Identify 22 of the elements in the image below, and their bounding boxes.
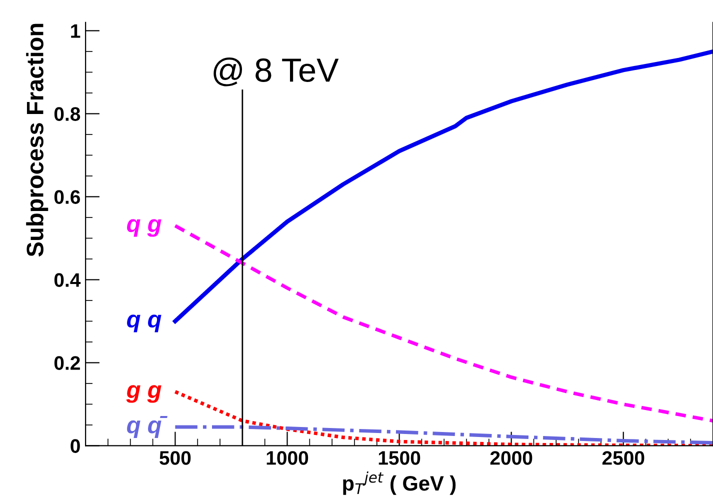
y-tick-label: 0.6 — [54, 190, 80, 204]
y-tick-label: 0.8 — [54, 107, 80, 121]
x-tick-label: 2000 — [490, 451, 532, 465]
series-label: g g — [126, 385, 162, 403]
x-tick-label: 1000 — [266, 451, 308, 465]
series-label: q q̄ — [127, 416, 168, 438]
y-axis-title: Subprocess Fraction — [26, 24, 48, 257]
x-axis-title: p$_{T}$$^{jet}$ ( GeV ) — [343, 471, 456, 495]
y-tick-label: 0.4 — [54, 273, 81, 287]
line-series — [173, 49, 713, 324]
annotation: @ 8 TeV — [214, 58, 339, 86]
line-series — [173, 224, 713, 423]
series-label: q g — [127, 219, 162, 237]
x-tick-label: 500 — [160, 451, 191, 465]
series-label: q q — [127, 314, 162, 332]
y-tick-label: 1 — [71, 24, 80, 38]
line-series — [173, 425, 713, 445]
y-tick-label: 0 — [70, 439, 80, 453]
y-tick-label: 0.2 — [54, 356, 80, 370]
x-tick-label: 1500 — [378, 451, 420, 465]
x-tick-label: 2500 — [602, 451, 644, 465]
line-series — [173, 390, 713, 446]
